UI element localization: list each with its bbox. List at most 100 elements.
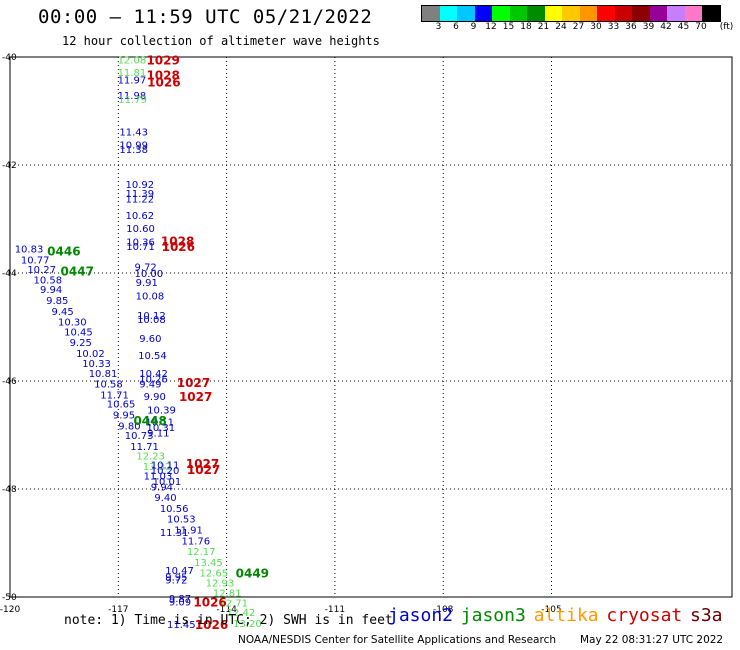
wave-height-label: 10.60: [126, 224, 155, 235]
wave-height-label: 11.03: [144, 472, 173, 483]
wave-height-label: 9.95: [113, 410, 135, 421]
wave-height-label: 9.45: [52, 307, 74, 318]
colorbar-swatch: [579, 6, 597, 21]
wave-height-label: 13.20: [233, 619, 262, 630]
wave-height-label: 10.33: [82, 359, 111, 370]
wave-height-label: 10.45: [64, 327, 93, 338]
pass-time-label: 0448: [133, 414, 166, 428]
lon-tick-label: -105: [541, 605, 561, 615]
lon-tick-label: -108: [433, 605, 454, 615]
pass-time-label: 1027: [179, 390, 212, 404]
generation-timestamp: May 22 08:31:27 UTC 2022: [580, 634, 724, 646]
wave-height-label: 12.65: [200, 569, 229, 580]
wave-height-label: 10.30: [58, 318, 87, 329]
colorbar-tick-label: 15: [502, 22, 515, 32]
pass-time-label: 0447: [61, 264, 94, 278]
wave-height-label: 11.76: [181, 536, 210, 547]
wave-height-label: 9.60: [139, 334, 161, 345]
wave-height-label: 10.99: [119, 140, 148, 151]
colorbar-swatch: [649, 6, 667, 21]
pass-time-label: 1029: [146, 54, 179, 68]
colorbar-tick-label: 9: [470, 22, 477, 32]
colorbar-swatch: [422, 6, 440, 21]
colorbar-tick-label: 70: [695, 22, 707, 32]
lat-tick-label: -46: [2, 377, 17, 387]
wave-height-label: 10.53: [167, 515, 196, 526]
wave-height-label: 10.47: [165, 566, 194, 577]
wave-height-label: 10.08: [136, 292, 165, 303]
wave-height-label: 13.45: [194, 558, 223, 569]
colorbar-swatch: [684, 6, 702, 21]
wave-height-label: 10.83: [15, 245, 44, 256]
colorbar-tick-label: 36: [625, 22, 637, 32]
wave-height-label: 10.62: [126, 211, 155, 222]
pass-time-label: 1026: [195, 618, 228, 632]
wave-height-label: 11.91: [174, 526, 203, 537]
chart-subtitle: 12 hour collection of altimeter wave hei…: [62, 34, 380, 48]
colorbar-tick-label: 12: [485, 22, 497, 32]
wave-height-label: 10.02: [76, 349, 105, 360]
wave-height-label: 10.11: [145, 418, 174, 429]
wave-height-label: 10.20: [151, 466, 180, 477]
wave-height-label: 10.56: [160, 504, 189, 515]
wave-height-label: 10.81: [89, 369, 118, 380]
wave-height-label: 12.71: [219, 598, 248, 609]
colorbar-tick-label: 27: [572, 22, 585, 32]
wave-height-label: 10.27: [27, 265, 56, 276]
wave-height-label: 9.95: [165, 572, 187, 583]
colorbar-swatch: [702, 6, 720, 21]
wave-height-label: 10.39: [147, 406, 176, 417]
wave-height-label: 11.43: [119, 128, 148, 139]
pass-time-label: 1028: [161, 235, 194, 249]
pass-time-label: 0449: [236, 567, 269, 581]
wave-height-label: 10.01: [153, 477, 182, 488]
legend-s3a: s3a: [690, 605, 723, 626]
colorbar-swatch: [439, 6, 457, 21]
colorbar-tick-label: 30: [590, 22, 602, 32]
wave-height-label: 11.79: [118, 95, 147, 106]
wave-height-label: 10.58: [33, 275, 62, 286]
colorbar-tick-label: 39: [642, 22, 655, 32]
colorbar-swatch: [544, 6, 562, 21]
wave-height-label: 10.65: [107, 400, 136, 411]
colorbar-swatch: [632, 6, 650, 21]
wave-height-label: 10.00: [135, 269, 164, 280]
wave-height-label: 9.94: [151, 482, 173, 493]
wave-height-label: 10.92: [126, 180, 155, 191]
wave-height-label: 10.26: [139, 374, 168, 385]
wave-height-label: 9.80: [118, 421, 140, 432]
colorbar-swatch: [492, 6, 510, 21]
wave-height-label: 12.93: [206, 578, 235, 589]
wave-height-label: 9.90: [144, 392, 166, 403]
colorbar-tick-labels: 3 6 9 12 15 18 21 24 27 30 33 36 39 42 45 70 (ft): [421, 22, 740, 34]
wave-height-label: 11.39: [126, 189, 155, 200]
wave-height-label: 10.73: [125, 431, 154, 442]
wave-height-label: 11.31: [160, 528, 189, 539]
wave-height-label: 12.23: [136, 452, 165, 463]
wave-height-label: 10.12: [137, 311, 166, 322]
wave-height-label: 11.97: [118, 76, 147, 87]
wave-height-label: 11.38: [119, 145, 148, 156]
wave-height-label: 10.77: [21, 256, 50, 267]
pass-time-label: 1026: [162, 240, 195, 254]
lat-tick-label: -44: [2, 269, 17, 279]
wave-height-label: 10.08: [137, 315, 166, 326]
wave-height-label: 11.71: [100, 391, 129, 402]
pass-time-label: 1027: [177, 376, 210, 390]
lat-tick-label: -50: [2, 593, 17, 603]
legend-cryosat: cryosat: [606, 605, 683, 626]
lon-tick-label: -117: [108, 605, 128, 615]
wave-height-label: 11.98: [118, 91, 147, 102]
credit-line: NOAA/NESDIS Center for Satellite Applica…: [238, 634, 556, 646]
pass-time-label: 1027: [187, 463, 220, 477]
wave-height-label: 11.71: [130, 442, 159, 453]
colorbar-tick-label: 18: [520, 22, 532, 32]
wave-height-label: 9.91: [136, 278, 158, 289]
wave-height-label: 10.54: [138, 351, 167, 362]
lon-tick-label: -114: [216, 605, 237, 615]
pass-time-label: 1026: [147, 75, 180, 89]
colorbar-swatch: [562, 6, 580, 21]
wave-height-label: 10.31: [146, 423, 175, 434]
wave-height-label: 10.11: [151, 461, 180, 472]
